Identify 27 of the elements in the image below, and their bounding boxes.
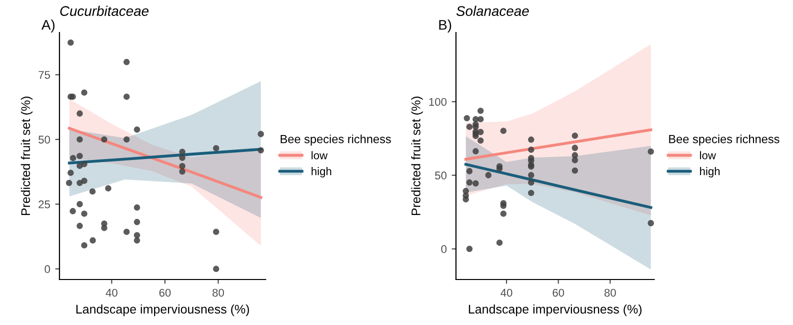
chart-title: Cucurbitaceae xyxy=(60,6,149,16)
y-axis-title: Predicted fruit set (%) xyxy=(411,96,423,216)
legend-title: Bee species richness xyxy=(280,134,391,146)
legend-label: low xyxy=(312,151,328,160)
y-tick-label: 25 xyxy=(38,200,50,208)
y-axis-title: Predicted fruit set (%) xyxy=(20,96,33,216)
x-tick-label: 60 xyxy=(159,288,171,297)
legend-title: Bee species richness xyxy=(669,134,780,146)
y-tick-label: 50 xyxy=(38,136,50,144)
x-tick-label: 60 xyxy=(552,288,564,297)
y-tick-label: 100 xyxy=(429,98,447,106)
chart-title: Solanaceae xyxy=(456,6,529,16)
y-tick-label: 0 xyxy=(441,245,447,254)
legend-label: high xyxy=(312,167,332,178)
x-tick-label: 80 xyxy=(212,288,224,297)
y-tick-label: 75 xyxy=(38,71,50,79)
x-tick-label: 40 xyxy=(500,288,512,297)
x-tick-label: 80 xyxy=(604,288,616,297)
x-axis-title: Landscape imperviousness (%) xyxy=(76,304,249,316)
text: A) xyxy=(41,20,54,32)
x-tick-label: 40 xyxy=(106,288,118,297)
y-tick-label: 0 xyxy=(44,265,50,274)
legend-label: high xyxy=(700,167,720,178)
x-axis-title: Landscape imperviousness (%) xyxy=(468,304,642,316)
legend-label: low xyxy=(700,151,716,160)
y-tick-label: 50 xyxy=(435,172,447,180)
text: B) xyxy=(439,20,452,32)
